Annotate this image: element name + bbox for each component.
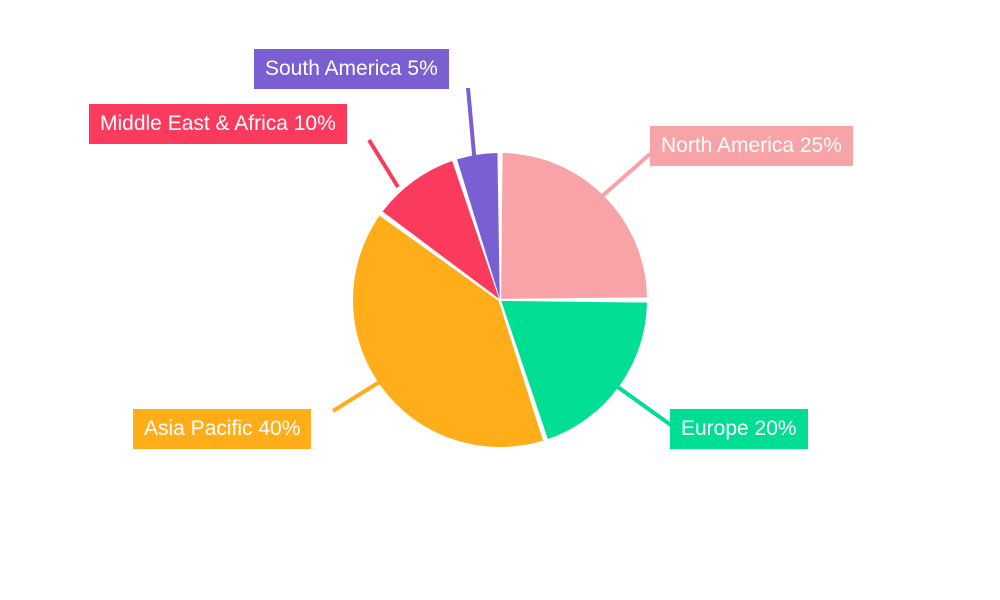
pie-label-south-america-text: South America 5%: [265, 57, 438, 80]
leader-line-north-america: [598, 152, 652, 200]
leader-line-south-america: [466, 87, 477, 166]
pie-label-north-america[interactable]: North America 25%: [650, 126, 853, 166]
leader-line-middle-east-africa: [367, 138, 400, 189]
pie-label-middle-east-africa-text: Middle East & Africa 10%: [100, 112, 336, 135]
pie-leader-lines: [331, 87, 677, 430]
pie-label-europe-text: Europe 20%: [681, 417, 797, 440]
pie-label-north-america-text: North America 25%: [661, 134, 842, 157]
leader-line-europe: [613, 383, 677, 430]
pie-slices: [352, 153, 647, 448]
pie-slice-asia-pacific[interactable]: [352, 215, 543, 448]
pie-label-asia-pacific[interactable]: Asia Pacific 40%: [133, 409, 312, 449]
pie-label-south-america[interactable]: South America 5%: [254, 49, 449, 89]
pie-slice-europe[interactable]: [501, 300, 647, 439]
pie-label-middle-east-africa[interactable]: Middle East & Africa 10%: [89, 104, 347, 144]
leader-line-asia-pacific: [331, 379, 383, 413]
pie-slice-south-america[interactable]: [457, 153, 500, 299]
pie-label-europe[interactable]: Europe 20%: [670, 409, 808, 449]
pie-label-asia-pacific-text: Asia Pacific 40%: [144, 417, 301, 440]
pie-slice-north-america[interactable]: [501, 153, 647, 299]
pie-slice-middle-east-africa[interactable]: [382, 161, 500, 299]
